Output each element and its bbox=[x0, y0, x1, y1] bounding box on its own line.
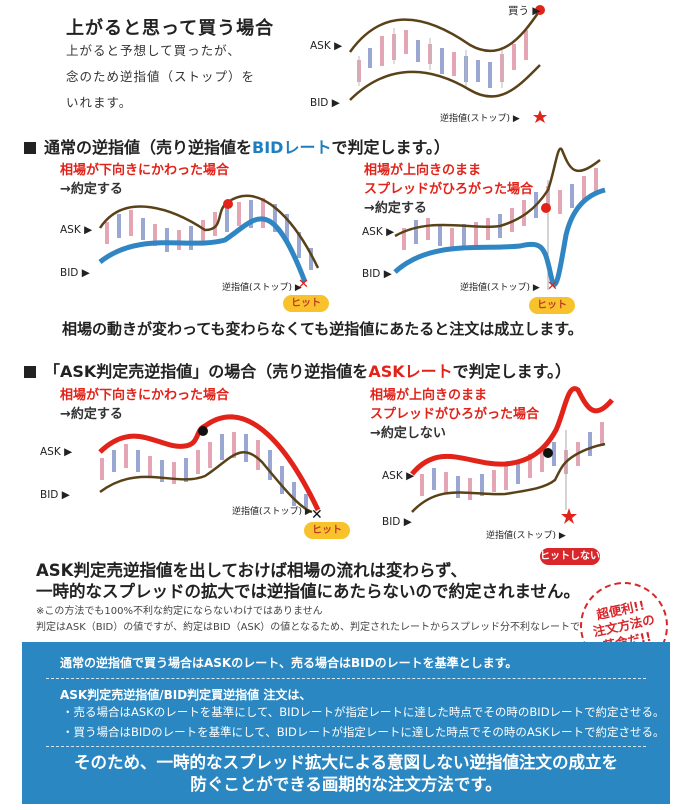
s2-left-note-2: →約定する bbox=[60, 407, 123, 422]
s2-right-stop-star-icon bbox=[561, 508, 577, 524]
s2-left-bid-label: BID ▶ bbox=[40, 489, 70, 501]
s1-right-ask-label: ASK ▶ bbox=[362, 226, 395, 238]
s1-right-note-2: スプレッドがひろがった場合 bbox=[364, 182, 534, 197]
s2-right-entry-icon bbox=[543, 448, 553, 458]
s1-right-hit-badge: ヒット bbox=[529, 297, 575, 314]
top-candles bbox=[357, 28, 528, 88]
s1-left-hit-badge: ヒット bbox=[283, 295, 329, 312]
section2-title-c: で判定します。） bbox=[452, 362, 572, 381]
section2-title-a: 「ASK判定売逆指値」の場合（売り逆指値を bbox=[44, 362, 369, 381]
s1-right-ask-line bbox=[394, 147, 601, 238]
s2-right-candles bbox=[420, 422, 604, 510]
top-desc: 上がると予想して買ったが、 念のため逆指値（ストップ）を いれます。 bbox=[66, 38, 255, 116]
stop-star-icon bbox=[533, 110, 547, 123]
s1-right-stop-label: 逆指値(ストップ) ▶ bbox=[460, 283, 540, 293]
s2-left-cross-icon: ✕ bbox=[311, 507, 323, 523]
section1-charts: ✕ ✕ bbox=[98, 147, 606, 294]
panel-bottom-1: そのため、一時的なスプレッド拡大による意図しない逆指値注文の成立を bbox=[73, 753, 618, 772]
top-desc-line-3: いれます。 bbox=[66, 95, 133, 110]
s1-left-stop-label: 逆指値(ストップ) ▶ bbox=[222, 283, 302, 293]
panel-divider-1 bbox=[46, 678, 646, 679]
s2-left-bid-line bbox=[99, 451, 313, 514]
s1-left-ask-line-2 bbox=[227, 194, 320, 269]
s1-left-note-1: 相場が下向きにかわった場合 bbox=[60, 163, 230, 178]
panel-divider-2 bbox=[46, 746, 646, 747]
s1-left-note-2: →約定する bbox=[60, 182, 123, 197]
s1-left-note: 相場が下向きにかわった場合 bbox=[60, 161, 229, 180]
section1-title-b: BIDレート bbox=[252, 138, 332, 157]
section1-title-a: 通常の逆指値（売り逆指値を bbox=[44, 138, 253, 157]
top-bid-line bbox=[349, 64, 541, 101]
s1-right-cross-icon: ✕ bbox=[547, 279, 558, 294]
top-title: 上がると思って買う場合 bbox=[66, 18, 275, 39]
s1-right-note-3: →約定する bbox=[364, 201, 427, 216]
section2-charts: ✕ bbox=[98, 386, 614, 524]
s1-left-entry-icon bbox=[223, 199, 233, 209]
s2-right-note-3: →約定しない bbox=[370, 426, 446, 441]
section2-title: 「ASK判定売逆指値」の場合（売り逆指値をASKレートで判定します。） bbox=[24, 358, 571, 382]
s2-right-ask-line bbox=[410, 386, 614, 476]
s1-left-ask-label: ASK ▶ bbox=[60, 224, 93, 236]
s1-left-candles bbox=[105, 198, 313, 270]
s1-right-bid-line bbox=[393, 187, 606, 287]
s2-right-note: 相場が上向きのまま スプレッドがひろがった場合 bbox=[370, 386, 539, 424]
s2-right-bid-line bbox=[411, 442, 606, 513]
top-chart bbox=[348, 5, 547, 123]
section1-summary: 相場の動きが変わっても変わらなくても逆指値にあたると注文は成立します。 bbox=[62, 320, 583, 338]
panel-line-2: ASK判定売逆指値/BID判定買逆指値 注文は、 bbox=[60, 688, 312, 702]
section2-summary-1: ASK判定売逆指値を出しておけば相場の流れは変わらず、 bbox=[36, 561, 467, 580]
panel-bottom-2: 防ぐことができる画期的な注文方法です。 bbox=[190, 775, 502, 794]
buy-point-icon bbox=[535, 5, 545, 15]
top-buy-label: 買う ▶ bbox=[508, 5, 541, 17]
section2-summary-2: 一時的なスプレッドの拡大では逆指値にあたらないので約定されません。 bbox=[36, 582, 581, 601]
explanation-panel: 通常の逆指値で買う場合はASKのレート、売る場合はBIDのレートを基準とします。… bbox=[22, 642, 670, 804]
top-ask-label: ASK ▶ bbox=[310, 40, 343, 52]
section1-bullet-icon bbox=[24, 142, 36, 154]
top-ask-line bbox=[348, 9, 542, 53]
s2-right-note-2: スプレッドがひろがった場合 bbox=[370, 407, 540, 422]
panel-line-3: ・売る場合はASKのレートを基準にして、BIDレートが指定レートに達した時点でそ… bbox=[62, 705, 665, 719]
section2-fine-1: ※この方法でも100%不利な約定にならないわけではありません bbox=[36, 606, 323, 617]
s2-right-note-1: 相場が上向きのまま bbox=[370, 388, 488, 403]
s2-left-entry-icon bbox=[198, 426, 208, 436]
s2-right-ask-label: ASK ▶ bbox=[382, 470, 415, 482]
top-desc-line-1: 上がると予想して買ったが、 bbox=[66, 43, 241, 58]
panel-line-1: 通常の逆指値で買う場合はASKのレート、売る場合はBIDのレートを基準とします。 bbox=[60, 656, 518, 670]
s2-left-candles bbox=[100, 432, 308, 508]
section1-title: 通常の逆指値（売り逆指値をBIDレートで判定します。） bbox=[24, 134, 450, 158]
section2-bullet-icon bbox=[24, 366, 36, 378]
s2-right-bid-label: BID ▶ bbox=[382, 516, 412, 528]
section1-title-c: で判定します。） bbox=[331, 138, 450, 157]
s2-left-ask-label: ASK ▶ bbox=[40, 446, 73, 458]
s1-right-bid-label: BID ▶ bbox=[362, 268, 392, 280]
s2-left-hit-badge: ヒット bbox=[304, 522, 350, 539]
top-stop-label: 逆指値(ストップ) ▶ bbox=[440, 114, 520, 124]
s2-left-stop-label: 逆指値(ストップ) ▶ bbox=[232, 507, 312, 517]
s1-right-note: 相場が上向きのまま スプレッドがひろがった場合 bbox=[364, 161, 533, 199]
s1-right-note-1: 相場が上向きのまま bbox=[364, 163, 482, 178]
s1-left-ask-line bbox=[98, 200, 229, 232]
s1-left-bid-line bbox=[98, 216, 308, 283]
s2-right-nohit-badge: ヒットしない bbox=[540, 548, 600, 565]
s1-left-cross-icon: ✕ bbox=[298, 277, 309, 292]
top-bid-label: BID ▶ bbox=[310, 97, 340, 109]
s2-left-note-1: 相場が下向きにかわった場合 bbox=[60, 388, 230, 403]
s1-right-entry-icon bbox=[541, 203, 551, 213]
section2-fine-2: 判定はASK（BID）の値ですが、約定はBID（ASK）の値となるため、判定され… bbox=[36, 622, 650, 633]
panel-line-4: ・買う場合はBIDのレートを基準にして、BIDレートが指定レートに達した時点でそ… bbox=[62, 725, 665, 739]
section2-title-b: ASKレート bbox=[368, 362, 453, 381]
top-desc-line-2: 念のため逆指値（ストップ）を bbox=[66, 69, 256, 84]
s2-right-stop-label: 逆指値(ストップ) ▶ bbox=[486, 531, 566, 541]
s1-left-bid-label: BID ▶ bbox=[60, 267, 90, 279]
